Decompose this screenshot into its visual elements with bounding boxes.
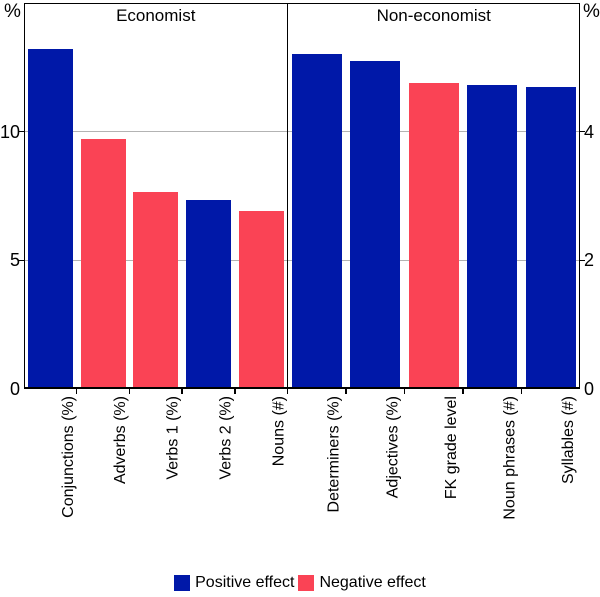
x-label-noun-phrases: Noun phrases (#) — [501, 396, 519, 520]
bar-nouns — [238, 211, 284, 389]
left-axis-unit-label: % — [4, 1, 21, 22]
panel-divider — [286, 3, 289, 389]
bar-noun-phrases — [467, 85, 518, 389]
x-label-adjectives: Adjectives (%) — [384, 396, 402, 499]
bar-syllables — [525, 86, 576, 389]
x-label-syllables: Syllables (#) — [559, 396, 577, 485]
bar-fk-grade-level — [408, 83, 459, 389]
panel-title-non-economist: Non-economist — [376, 6, 491, 25]
y-tick-label: 0 — [584, 379, 595, 399]
plot-area — [24, 3, 580, 389]
x-tick — [462, 389, 464, 394]
x-label-verbs-1: Verbs 1 (%) — [164, 396, 182, 480]
bar-verbs-2 — [185, 199, 231, 389]
panel-title-economist: Economist — [116, 6, 196, 25]
x-label-verbs-2: Verbs 2 (%) — [217, 396, 235, 480]
x-tick — [181, 389, 183, 394]
legend-label-negative: Negative effect — [319, 574, 426, 591]
x-label-adverbs: Adverbs (%) — [112, 396, 130, 485]
negative-effect-swatch-icon — [298, 575, 315, 591]
x-tick — [520, 389, 523, 394]
chart-legend: Positive effect Negative effect — [0, 574, 600, 592]
y-tick-label: 10 — [0, 121, 21, 142]
x-label-determiners: Determiners (%) — [325, 396, 343, 513]
bar-adverbs — [80, 139, 126, 389]
y-tick — [580, 259, 585, 262]
positive-effect-swatch-icon — [174, 575, 191, 591]
bar-conjunctions — [27, 49, 73, 389]
x-tick — [234, 389, 236, 394]
y-tick — [19, 259, 24, 262]
x-label-nouns: Nouns (#) — [270, 396, 288, 467]
x-label-conjunctions: Conjunctions (%) — [59, 396, 77, 518]
x-tick — [75, 389, 78, 394]
bar-verbs-1 — [133, 192, 179, 389]
y-tick — [580, 130, 585, 133]
y-tick-label: 5 — [9, 250, 20, 271]
bar-adjectives — [350, 60, 401, 389]
y-tick-label: 4 — [584, 121, 595, 142]
bar-determiners — [291, 54, 342, 389]
x-tick — [403, 389, 406, 394]
x-tick — [128, 389, 131, 394]
x-tick — [286, 389, 289, 394]
y-tick — [19, 130, 24, 133]
legend-label-positive: Positive effect — [195, 574, 295, 591]
legend-item-positive: Positive effect — [174, 574, 294, 592]
x-label-fk-grade-level: FK grade level — [442, 396, 460, 500]
y-tick-label: 2 — [584, 250, 595, 271]
x-tick — [345, 389, 347, 394]
y-tick-label: 0 — [9, 379, 20, 399]
right-axis-unit-label: % — [583, 1, 600, 22]
legend-item-negative: Negative effect — [298, 574, 426, 592]
